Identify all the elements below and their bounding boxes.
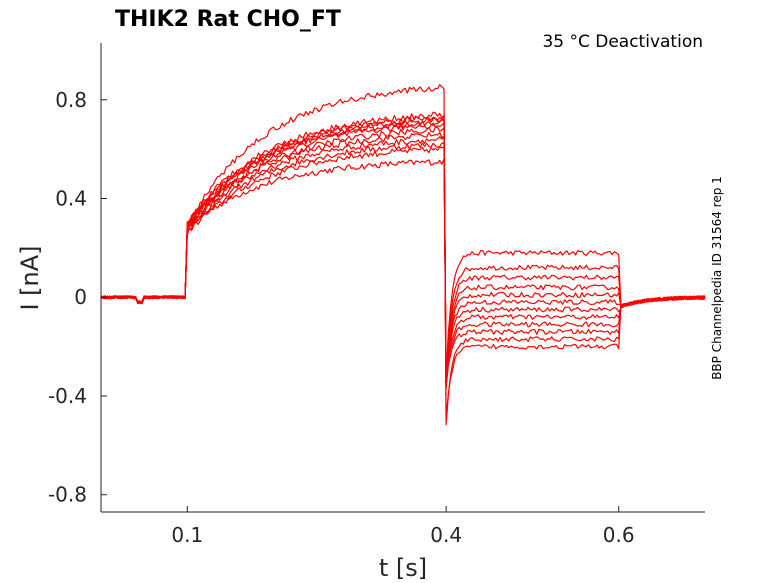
- current-trace: [100, 146, 706, 380]
- condition-label: 35 °C Deactivation: [542, 32, 703, 52]
- current-trace: [100, 122, 706, 384]
- traces-group: [100, 84, 706, 426]
- current-trace: [101, 114, 706, 389]
- side-label: BBP Channelpedia ID 31564 rep 1: [710, 176, 724, 380]
- x-ticks: 0.1 0.4 0.6: [171, 506, 635, 547]
- y-ticks: 0.8 0.4 0 -0.4 -0.8: [48, 88, 107, 507]
- x-tick-label: 0.4: [430, 523, 462, 547]
- x-axis-label: t [s]: [379, 554, 427, 582]
- y-tick-label: 0.8: [55, 88, 87, 112]
- y-axis-label: I [nA]: [16, 245, 44, 310]
- current-trace: [100, 136, 706, 382]
- y-tick-label: -0.4: [48, 384, 87, 408]
- current-trace: [100, 117, 706, 389]
- y-tick-label: -0.8: [48, 483, 87, 507]
- y-tick-label: 0: [74, 285, 87, 309]
- current-trace: [100, 131, 706, 382]
- chart-title: THIK2 Rat CHO_FT: [115, 7, 341, 32]
- x-tick-label: 0.6: [603, 523, 635, 547]
- current-trace: [100, 84, 706, 419]
- x-tick-label: 0.1: [171, 523, 203, 547]
- y-tick-label: 0.4: [55, 187, 87, 211]
- current-trace: [100, 126, 706, 386]
- current-trace: [100, 111, 706, 426]
